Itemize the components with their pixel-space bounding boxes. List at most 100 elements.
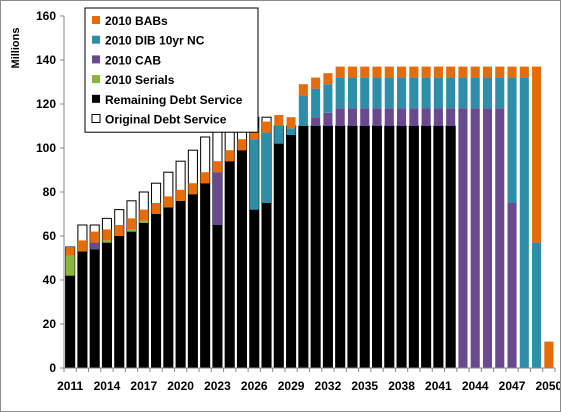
bar-2010-dib-10yr-nc-2029 xyxy=(286,128,296,135)
bar-2010-cab-2034 xyxy=(347,108,358,126)
bar-2010-babs-2032 xyxy=(323,73,333,85)
bar-2010-babs-2028 xyxy=(274,115,284,126)
bar-remaining-debt-service-2014 xyxy=(102,242,112,368)
bar-2010-babs-2050 xyxy=(544,341,554,368)
bar-2010-babs-2030 xyxy=(298,84,308,96)
y-axis-title: Millions xyxy=(10,28,22,69)
bar-2010-dib-10yr-nc-2032 xyxy=(323,84,333,113)
bar-2010-cab-2031 xyxy=(311,117,321,126)
bar-remaining-debt-service-2035 xyxy=(360,126,370,368)
bar-2010-cab-2042 xyxy=(446,108,456,126)
bar-2010-babs-2021 xyxy=(188,183,198,195)
y-tick-label: 160 xyxy=(36,9,56,23)
bar-2010-babs-2031 xyxy=(311,77,321,89)
bar-2010-babs-2014 xyxy=(102,229,112,241)
bar-2010-babs-2020 xyxy=(176,189,186,201)
bar-2010-babs-2016 xyxy=(126,218,137,230)
bar-remaining-debt-service-2011 xyxy=(65,275,75,368)
bar-2010-cab-2033 xyxy=(335,108,345,126)
bar-2010-babs-2027 xyxy=(261,121,272,133)
bar-2010-dib-10yr-nc-2033 xyxy=(335,77,345,109)
bar-2010-dib-10yr-nc-2034 xyxy=(347,77,358,109)
bar-2010-babs-2047 xyxy=(507,66,517,78)
ticks-layer: 0 20 40 60 80 100 120 140 160 2011 2014 2017 2020 202… xyxy=(36,9,560,393)
bar-2010-babs-2013 xyxy=(90,231,100,243)
bar-2010-cab-2044 xyxy=(470,108,480,369)
x-tick-label: 2050 xyxy=(536,379,560,393)
bar-2010-dib-10yr-nc-2040 xyxy=(421,77,431,109)
y-tick-label: 120 xyxy=(36,97,56,111)
bar-2010-babs-2015 xyxy=(114,225,124,236)
bar-remaining-debt-service-2020 xyxy=(176,200,186,368)
x-tick-label: 2023 xyxy=(204,379,231,393)
bar-remaining-debt-service-2021 xyxy=(188,194,198,368)
bar-remaining-debt-service-2033 xyxy=(335,126,345,368)
bar-2010-dib-10yr-nc-2046 xyxy=(495,77,505,109)
bar-2010-babs-2036 xyxy=(372,66,382,78)
y-tick-label: 40 xyxy=(43,273,57,287)
legend-label-original-debt-service: Original Debt Service xyxy=(105,113,227,127)
bar-remaining-debt-service-2040 xyxy=(421,126,431,368)
bar-2010-babs-2043 xyxy=(458,66,468,78)
bar-2010-babs-2011 xyxy=(65,247,75,256)
bar-2010-serials-2016 xyxy=(126,229,137,232)
legend-swatch-2010-serials xyxy=(92,75,100,84)
bar-2010-dib-10yr-nc-2041 xyxy=(433,77,443,109)
bar-2010-babs-2017 xyxy=(139,209,149,221)
legend-swatch-2010-babs xyxy=(92,16,100,24)
bar-2010-cab-2046 xyxy=(495,108,505,369)
x-tick-label: 2047 xyxy=(499,379,526,393)
bar-remaining-debt-service-2037 xyxy=(384,126,394,368)
bar-2010-babs-2022 xyxy=(200,172,210,184)
bar-remaining-debt-service-2012 xyxy=(77,251,87,368)
bar-2010-dib-10yr-nc-2030 xyxy=(298,95,308,126)
bar-2010-babs-2026 xyxy=(249,128,259,140)
bar-2010-dib-10yr-nc-2027 xyxy=(261,132,272,203)
bar-2010-dib-10yr-nc-2031 xyxy=(311,88,321,118)
bar-remaining-debt-service-2018 xyxy=(151,214,161,368)
bar-remaining-debt-service-2031 xyxy=(311,126,321,368)
y-tick-label: 0 xyxy=(49,361,56,375)
bar-2010-babs-2012 xyxy=(77,240,87,252)
bar-2010-dib-10yr-nc-2043 xyxy=(458,77,468,109)
bar-2010-babs-2024 xyxy=(225,150,235,162)
x-tick-label: 2020 xyxy=(167,379,194,393)
bar-2010-cab-2037 xyxy=(384,108,394,126)
bar-remaining-debt-service-2019 xyxy=(163,207,173,368)
legend-label-2010-babs: 2010 BABs xyxy=(105,14,168,28)
bar-2010-dib-10yr-nc-2028 xyxy=(274,126,284,144)
x-tick-label: 2038 xyxy=(388,379,415,393)
bar-2010-cab-2039 xyxy=(409,108,419,126)
legend: 2010 BABs 2010 DIB 10yr NC 2010 CAB 2010 Se… xyxy=(84,7,259,133)
bar-remaining-debt-service-2026 xyxy=(249,209,259,368)
bar-remaining-debt-service-2025 xyxy=(237,150,247,368)
y-tick-label: 80 xyxy=(43,185,57,199)
bar-remaining-debt-service-2027 xyxy=(261,203,272,368)
bar-2010-babs-2029 xyxy=(286,117,296,129)
x-tick-label: 2032 xyxy=(315,379,342,393)
bar-2010-babs-2023 xyxy=(212,161,222,173)
bar-2010-babs-2045 xyxy=(482,66,493,78)
bar-2010-dib-10yr-nc-2049 xyxy=(532,242,542,368)
legend-label-2010-serials: 2010 Serials xyxy=(105,73,175,87)
bar-2010-dib-10yr-nc-2026 xyxy=(249,139,259,210)
bar-remaining-debt-service-2023 xyxy=(212,225,222,368)
bar-remaining-debt-service-2028 xyxy=(274,143,284,368)
axes-layer xyxy=(60,15,556,372)
bar-2010-cab-2036 xyxy=(372,108,382,126)
x-tick-label: 2026 xyxy=(241,379,268,393)
bar-2010-serials-2014 xyxy=(102,240,112,243)
bar-2010-babs-2040 xyxy=(421,66,431,78)
bar-2010-cab-2032 xyxy=(323,112,333,126)
bar-2010-babs-2041 xyxy=(433,66,443,78)
bar-2010-babs-2048 xyxy=(519,66,529,78)
bar-remaining-debt-service-2022 xyxy=(200,183,210,368)
bar-remaining-debt-service-2039 xyxy=(409,126,419,368)
bar-remaining-debt-service-2036 xyxy=(372,126,382,368)
bar-2010-cab-2038 xyxy=(397,108,407,126)
bar-2010-cab-2040 xyxy=(421,108,431,126)
bar-remaining-debt-service-2016 xyxy=(126,231,137,368)
bar-2010-dib-10yr-nc-2042 xyxy=(446,77,456,109)
bar-remaining-debt-service-2013 xyxy=(90,249,100,368)
